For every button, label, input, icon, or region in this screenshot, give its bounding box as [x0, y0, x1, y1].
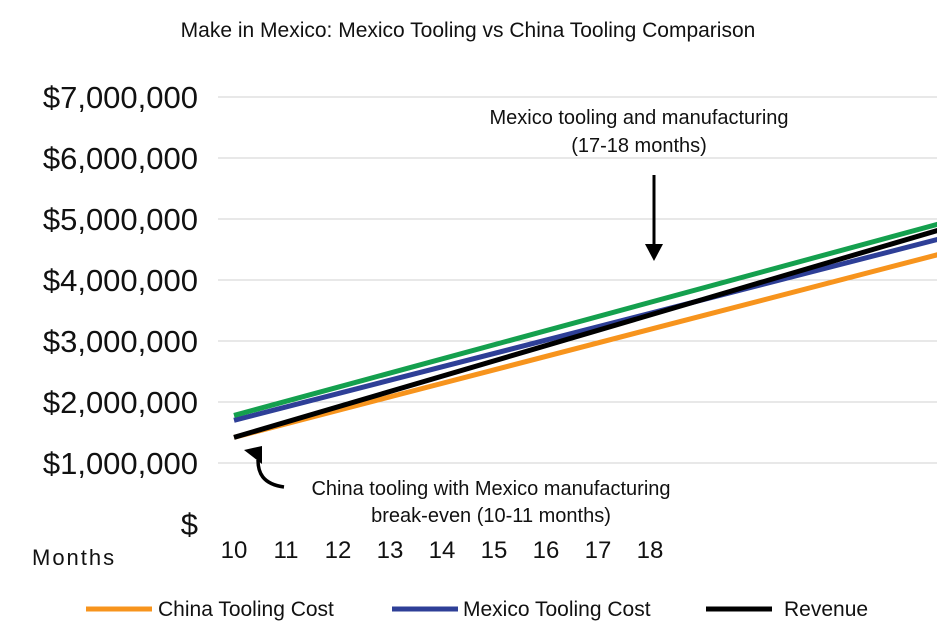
x-tick-label: 11: [274, 537, 299, 564]
x-axis-label: Months: [32, 545, 116, 570]
annotation-mexico: Mexico tooling and manufacturing (17-18 …: [489, 107, 789, 261]
legend-label: Revenue: [784, 598, 868, 621]
legend: China Tooling Cost Mexico Tooling Cost Rev…: [86, 598, 868, 621]
annotation-mexico-line1: Mexico tooling and manufacturing: [489, 107, 788, 129]
x-tick-label: 17: [585, 537, 612, 564]
series-line-2: [233, 227, 937, 440]
legend-label: China Tooling Cost: [158, 598, 334, 621]
x-tick-label: 16: [533, 537, 560, 564]
y-tick-label: $1,000,000: [43, 446, 198, 481]
y-tick-label: $7,000,000: [43, 80, 198, 115]
y-tick-label: $: [181, 507, 198, 542]
y-tick-label: $3,000,000: [43, 324, 198, 359]
series-line-0: [233, 252, 937, 440]
annotation-china-arrow-icon: [256, 459, 285, 489]
x-tick-label: 18: [637, 537, 664, 564]
x-axis-ticks: 10 11 12 13 14 15 16 17 18: [221, 537, 664, 564]
annotation-mexico-arrowhead-icon: [645, 244, 663, 261]
y-tick-label: $2,000,000: [43, 385, 198, 420]
x-tick-label: 12: [325, 537, 352, 564]
y-tick-label: $6,000,000: [43, 141, 198, 176]
y-tick-label: $5,000,000: [43, 202, 198, 237]
y-axis-ticks: $ $1,000,000 $2,000,000 $3,000,000 $4,000,00…: [43, 80, 198, 542]
annotation-china-arrowhead-icon: [244, 446, 262, 464]
x-tick-label: 10: [221, 537, 248, 564]
chart-title: Make in Mexico: Mexico Tooling vs China …: [181, 19, 756, 42]
x-tick-label: 14: [429, 537, 456, 564]
series-line-1: [233, 237, 937, 423]
gridlines: [218, 96, 937, 464]
series-lines: [233, 221, 937, 440]
annotation-china-line1: China tooling with Mexico manufacturing: [311, 478, 670, 500]
legend-label: Mexico Tooling Cost: [463, 598, 651, 621]
annotation-china: China tooling with Mexico manufacturing …: [244, 446, 671, 527]
x-tick-label: 15: [481, 537, 508, 564]
annotation-mexico-line2: (17-18 months): [571, 135, 707, 157]
x-tick-label: 13: [377, 537, 404, 564]
series-line-3: [233, 221, 937, 418]
y-tick-label: $4,000,000: [43, 263, 198, 298]
annotation-china-line2: break-even (10-11 months): [371, 505, 611, 527]
